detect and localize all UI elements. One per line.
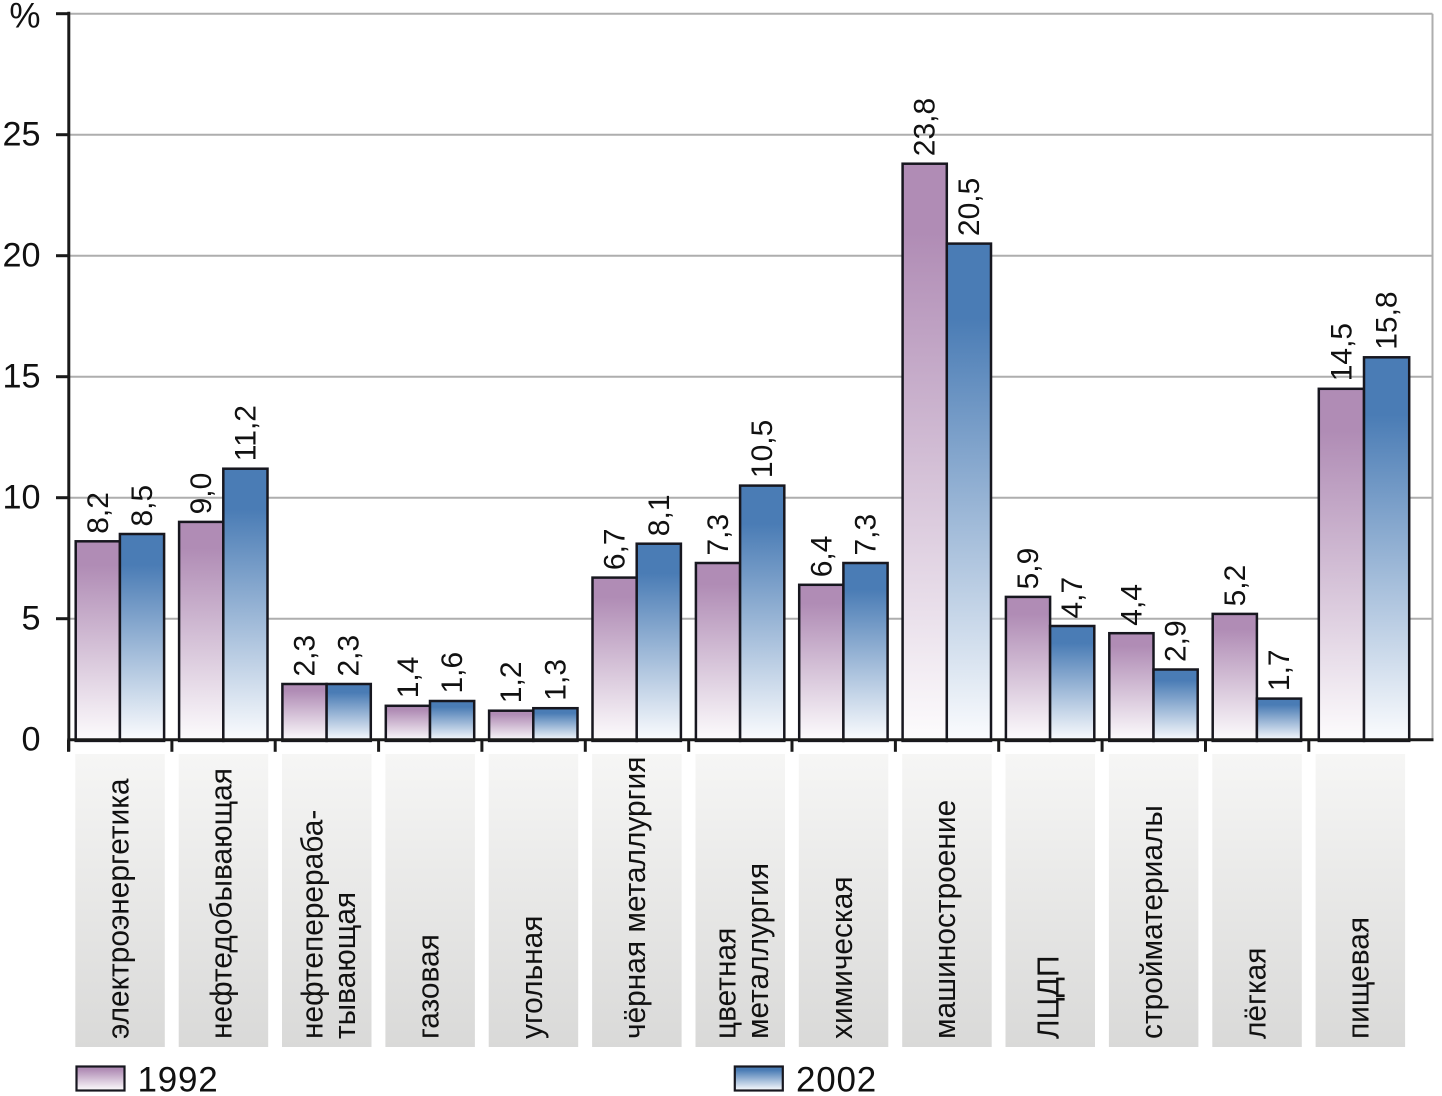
svg-text:газовая: газовая xyxy=(412,934,445,1039)
svg-text:8,2: 8,2 xyxy=(82,492,115,534)
svg-text:9,0: 9,0 xyxy=(185,473,218,515)
svg-text:7,3: 7,3 xyxy=(850,514,883,556)
svg-text:1,7: 1,7 xyxy=(1263,649,1296,691)
svg-text:нефтеперераба-тывающая: нефтеперераба-тывающая xyxy=(296,810,362,1039)
svg-text:2,3: 2,3 xyxy=(333,635,366,677)
svg-text:8,5: 8,5 xyxy=(126,485,159,527)
svg-text:4,4: 4,4 xyxy=(1115,584,1148,626)
svg-text:угольная: угольная xyxy=(516,916,549,1039)
svg-text:1,3: 1,3 xyxy=(539,659,572,701)
svg-text:лёгкая: лёгкая xyxy=(1239,948,1272,1039)
svg-text:химическая: химическая xyxy=(826,876,859,1039)
svg-text:2,9: 2,9 xyxy=(1160,620,1193,662)
svg-text:0: 0 xyxy=(21,721,40,759)
svg-text:1,6: 1,6 xyxy=(436,652,469,694)
svg-text:11,2: 11,2 xyxy=(229,405,262,461)
svg-text:6,4: 6,4 xyxy=(805,536,838,578)
svg-text:чёрная металлургия: чёрная металлургия xyxy=(619,757,652,1039)
svg-text:1,4: 1,4 xyxy=(392,657,425,699)
svg-text:10: 10 xyxy=(2,479,40,517)
svg-text:1992: 1992 xyxy=(138,1061,219,1096)
svg-text:машиностроение: машиностроение xyxy=(929,800,962,1039)
svg-text:14,5: 14,5 xyxy=(1325,323,1358,381)
svg-text:6,7: 6,7 xyxy=(599,528,632,570)
svg-text:23,8: 23,8 xyxy=(909,98,942,156)
svg-text:пищевая: пищевая xyxy=(1342,917,1375,1039)
svg-text:электроэнергетика: электроэнергетика xyxy=(102,778,135,1039)
svg-text:20,5: 20,5 xyxy=(953,178,986,236)
svg-text:8,1: 8,1 xyxy=(643,494,676,536)
svg-text:5: 5 xyxy=(21,600,40,638)
svg-text:2002: 2002 xyxy=(796,1061,877,1096)
svg-text:20: 20 xyxy=(2,237,40,275)
svg-text:15: 15 xyxy=(2,358,40,396)
svg-text:5,2: 5,2 xyxy=(1219,565,1252,607)
svg-text:15,8: 15,8 xyxy=(1371,291,1404,349)
svg-text:4,7: 4,7 xyxy=(1056,577,1089,619)
svg-text:10,5: 10,5 xyxy=(746,420,779,478)
svg-text:1,2: 1,2 xyxy=(495,661,528,703)
svg-text:ЛЦДП: ЛЦДП xyxy=(1032,956,1065,1039)
svg-text:%: % xyxy=(9,0,40,36)
svg-text:стройматериалы: стройматериалы xyxy=(1136,805,1169,1039)
svg-text:цветнаяметаллургия: цветнаяметаллургия xyxy=(709,863,775,1039)
svg-text:7,3: 7,3 xyxy=(702,514,735,556)
svg-text:5,9: 5,9 xyxy=(1012,548,1045,590)
svg-text:25: 25 xyxy=(2,116,40,154)
svg-text:2,3: 2,3 xyxy=(289,635,322,677)
svg-text:нефтедобывающая: нефтедобывающая xyxy=(205,768,238,1039)
